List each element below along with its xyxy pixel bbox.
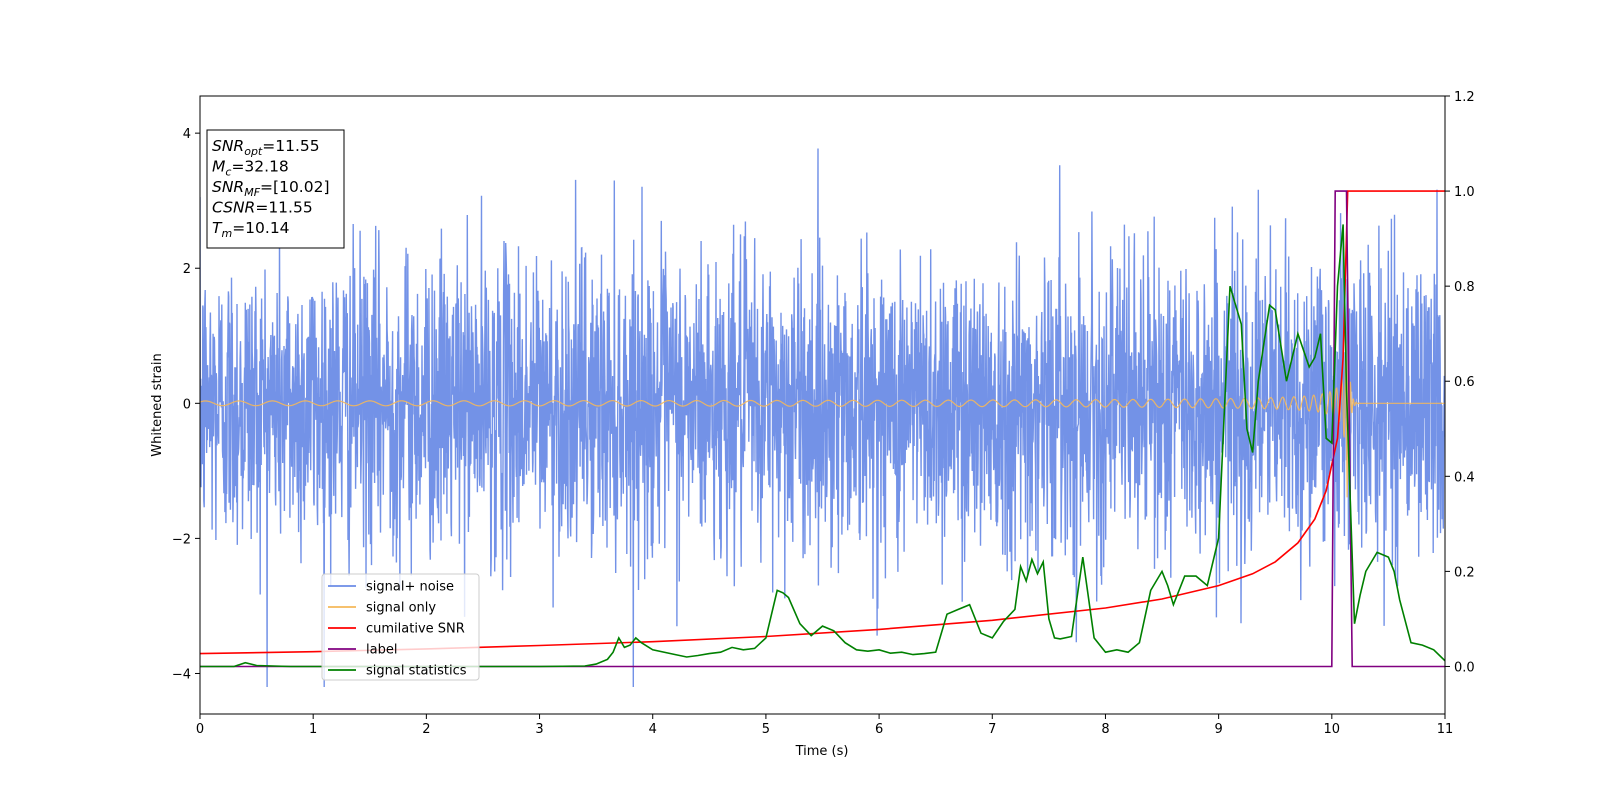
legend-label: signal statistics	[366, 664, 467, 679]
y2-tick-label: 1.0	[1454, 185, 1475, 200]
y-axis-label: Whitened strain	[150, 353, 165, 456]
y2-tick-label: 0.4	[1454, 470, 1475, 485]
x-tick-label: 4	[649, 722, 657, 737]
x-tick-label: 9	[1214, 722, 1222, 737]
y2-tick-label: 0.2	[1454, 565, 1475, 580]
legend-label: signal+ noise	[366, 580, 454, 595]
series-line-signal-noise	[200, 148, 1445, 688]
y2-tick-label: 1.2	[1454, 90, 1475, 105]
annotation-frame	[206, 129, 345, 249]
series-layer	[200, 148, 1445, 688]
series-line-signal-only	[200, 329, 1445, 498]
x-tick-label: 10	[1324, 722, 1341, 737]
legend-frame	[321, 573, 480, 681]
x-tick-label: 0	[196, 722, 204, 737]
x-axis-ticks: 0 1 2 3 4 5 6 7 8 9 10 11	[196, 714, 1453, 737]
x-axis-label: Time (s)	[795, 744, 849, 759]
series-line-label	[200, 190, 1445, 668]
y2-tick-label: 0.6	[1454, 375, 1475, 390]
x-tick-label: 2	[422, 722, 430, 737]
x-tick-label: 6	[875, 722, 883, 737]
y-tick-label: 0	[183, 397, 191, 412]
annotation-line: Tm=10.14	[212, 219, 290, 240]
annotation-line: SNRMF=[10.02]	[212, 178, 330, 199]
legend-label: label	[366, 643, 397, 658]
y-axis-ticks: −4 −2 0 2 4	[172, 127, 200, 682]
series-line-signal-statistics	[200, 224, 1445, 668]
y-tick-label: 4	[183, 127, 191, 142]
plot-frame	[199, 95, 1446, 715]
annotation-box: SNRopt=11.55Mc=32.18SNRMF=[10.02]CSNR=11…	[206, 129, 345, 249]
annotation-line: CSNR=11.55	[212, 199, 313, 217]
x-tick-label: 7	[988, 722, 996, 737]
x-tick-label: 11	[1437, 722, 1454, 737]
legend: signal+ noise signal only cumilative SNR la…	[321, 573, 480, 681]
legend-label: cumilative SNR	[366, 622, 465, 637]
y2-tick-label: 0.0	[1454, 660, 1475, 675]
y-tick-label: −2	[172, 532, 191, 547]
annotation-line: SNRopt=11.55	[212, 137, 320, 158]
annotation-line: Mc=32.18	[212, 158, 289, 179]
series-line-cumilative-snr	[200, 190, 1445, 655]
y2-axis-ticks: 0.0 0.2 0.4 0.6 0.8 1.0 1.2	[1445, 90, 1475, 675]
x-tick-label: 5	[762, 722, 770, 737]
y-tick-label: −4	[172, 667, 191, 682]
x-tick-label: 8	[1101, 722, 1109, 737]
x-tick-label: 1	[309, 722, 317, 737]
x-tick-label: 3	[535, 722, 543, 737]
y2-tick-label: 0.8	[1454, 280, 1475, 295]
legend-label: signal only	[366, 601, 436, 616]
y-tick-label: 2	[183, 262, 191, 277]
